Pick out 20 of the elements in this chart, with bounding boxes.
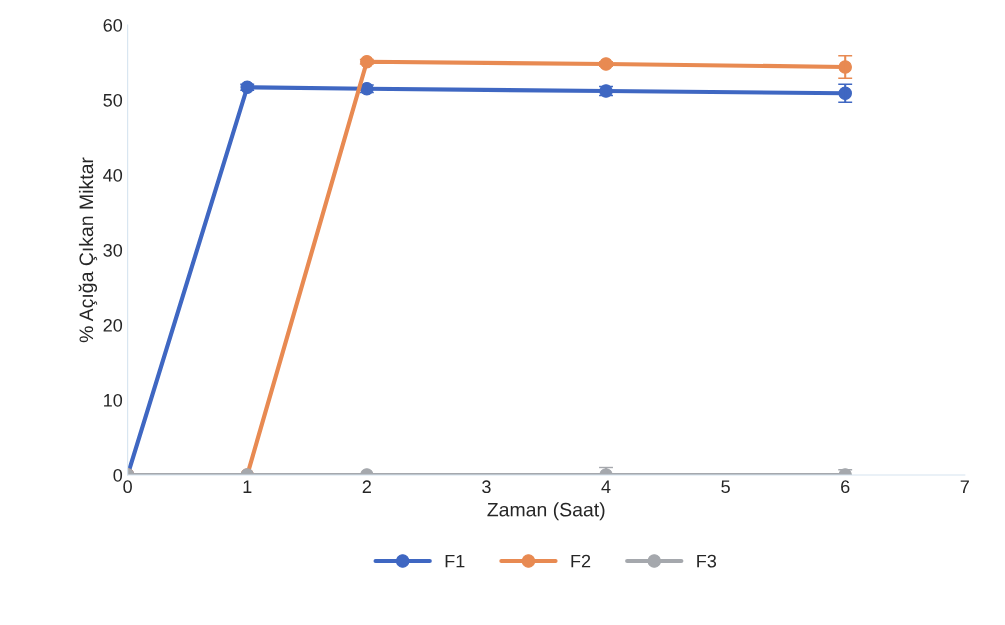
x-tick-label: 0 [123,480,132,494]
x-tick-label: 2 [362,480,371,493]
x-tick-label: 7 [960,480,969,493]
y-tick-label: 0 [113,468,123,482]
x-tick-label: 6 [841,480,850,494]
legend-label: F2 [571,554,591,568]
y-axis-title: % Açığa Çıkan Miktar [78,157,98,343]
x-tick-label: 3 [482,480,491,494]
y-tick-label: 50 [103,93,123,107]
x-tick-label: 5 [721,480,730,494]
y-tick-label: 40 [103,168,123,182]
legend-label: F3 [697,554,717,568]
x-tick-label: 4 [601,480,611,493]
legend-label: F1 [445,554,465,568]
y-tick-label: 60 [103,18,123,32]
y-tick-label: 20 [103,318,123,332]
x-axis-title: Zaman (Saat) [487,502,605,521]
y-tick-label: 30 [103,243,123,257]
x-tick-label: 1 [243,480,252,493]
y-tick-label: 10 [104,393,123,407]
